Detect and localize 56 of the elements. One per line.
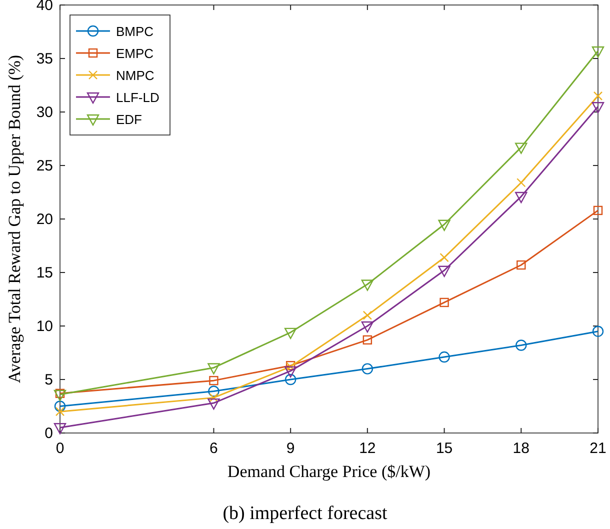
point [208, 363, 220, 374]
y-tick-label: 15 [36, 264, 53, 282]
legend-label: BMPC [116, 24, 154, 39]
point [284, 328, 297, 340]
point [516, 260, 526, 270]
point [438, 266, 450, 277]
point [54, 423, 66, 434]
point [208, 398, 220, 410]
x-axis-title: Demand Charge Price ($/kW) [227, 462, 431, 481]
point [208, 386, 220, 397]
x-tick-label: 15 [436, 440, 453, 457]
point [209, 376, 218, 386]
point [361, 321, 374, 333]
point [440, 252, 449, 262]
point [55, 388, 65, 398]
point [440, 298, 449, 308]
point [516, 340, 527, 351]
y-axis-title: Average Total Reward Gap to Upper Bound (%) [5, 54, 24, 384]
point [209, 393, 218, 402]
point [362, 363, 374, 374]
y-tick-label: 5 [44, 372, 53, 388]
point [361, 280, 374, 291]
y-tick-label: 0 [44, 425, 53, 442]
y-tick-label: 25 [36, 158, 53, 174]
point [515, 142, 528, 154]
y-tick-label: 20 [36, 211, 53, 228]
legend-label: EDF [116, 112, 142, 127]
text: (b) imperfect forecast [222, 503, 388, 524]
point [284, 366, 297, 378]
x-tick-label: 21 [590, 440, 606, 457]
point [362, 335, 372, 345]
y-tick-label: 30 [36, 104, 53, 121]
x-tick-label: 12 [359, 440, 376, 457]
legend-label: LLF-LD [116, 90, 160, 105]
x-tick-label: 0 [56, 440, 64, 457]
legend-label: EMPC [116, 46, 154, 61]
point [284, 374, 296, 386]
point [55, 407, 65, 416]
legend-label: NMPC [116, 68, 154, 83]
y-tick-label: 35 [36, 50, 53, 68]
x-tick-label: 9 [286, 440, 295, 457]
point [54, 400, 66, 412]
point [592, 326, 604, 337]
point [515, 192, 528, 204]
point [54, 390, 66, 402]
point [438, 220, 450, 231]
point [592, 102, 604, 114]
x-tick-label: 6 [210, 440, 218, 457]
point [592, 46, 604, 58]
point [516, 178, 526, 188]
x-tick-label: 18 [512, 440, 530, 457]
point [362, 310, 372, 320]
point [593, 91, 603, 101]
y-tick-label: 10 [36, 318, 53, 335]
point [593, 206, 603, 216]
point [438, 351, 450, 363]
